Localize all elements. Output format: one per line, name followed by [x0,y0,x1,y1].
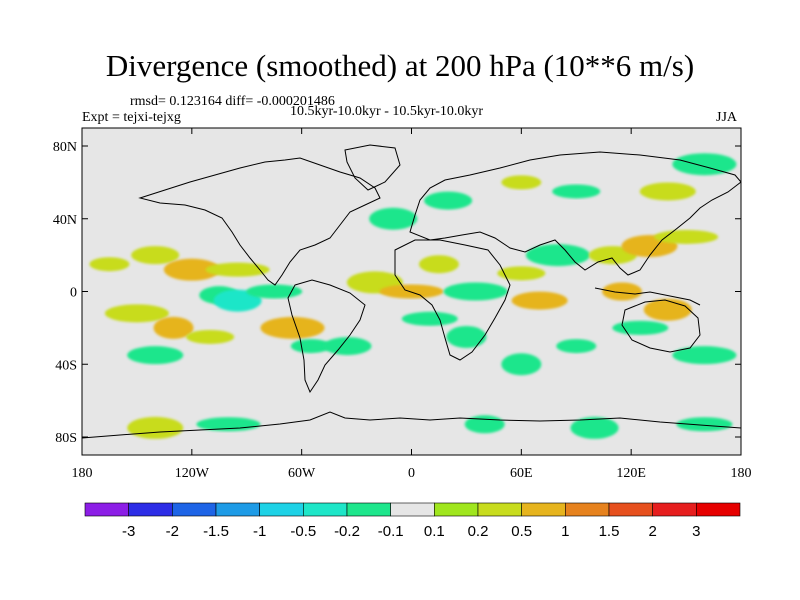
longitude-axis: 180 120W 60W 0 60E 120E 180 [72,128,752,481]
colorbar-label: 2 [648,523,656,540]
colorbar-swatch [390,502,435,517]
divergence-field-patch [186,329,235,344]
divergence-field-patch [418,255,459,274]
divergence-field-patch [639,182,696,201]
colorbar-label: -0.1 [378,523,404,540]
colorbar-label: -2 [166,523,179,540]
divergence-field-patch [501,353,542,376]
divergence-field-patch [446,325,487,348]
divergence-field-patch [131,246,180,265]
divergence-field-patch [654,229,719,244]
antarctica-coast [82,411,741,439]
colorbar-swatch [565,502,610,517]
divergence-field-patch [443,282,508,301]
colorbar-label: 3 [692,523,700,540]
lat-label: 40S [55,358,77,373]
field-layer [89,153,737,439]
divergence-field-patch [497,266,546,281]
divergence-field-patch [511,291,568,310]
colorbar-swatch [303,502,348,517]
divergence-field-patch [104,304,169,323]
divergence-field-patch [672,153,737,176]
season-label: JJA [716,110,738,125]
greenland-coast [344,144,401,191]
divergence-field-patch [602,282,643,301]
south-america-coast [287,279,366,394]
lon-label: 180 [72,466,93,481]
colorbar-swatch [652,502,697,517]
divergence-field-patch [323,337,372,356]
divergence-field-patch [643,298,692,321]
latitude-axis: 80N 40N 0 40S 80S [53,140,741,446]
divergence-field-patch [556,339,597,354]
colorbar-swatch [434,502,479,517]
divergence-field-patch [570,416,619,439]
divergence-field-patch [552,184,601,199]
period-label: 10.5kyr-10.0kyr - 10.5kyr-10.0kyr [290,104,484,119]
colorbar-label: -1.5 [203,523,229,540]
divergence-field-patch [127,346,184,365]
indonesia-coast [594,287,701,306]
colorbar-swatch [477,502,522,517]
divergence-field-patch [163,258,220,281]
divergence-field-patch [612,320,669,335]
colorbar-label: -0.2 [334,523,360,540]
divergence-field-patch [196,417,261,432]
divergence-field-patch [369,207,418,230]
experiment-label: Expt = tejxi-tejxg [82,110,181,125]
divergence-field-patch [89,257,130,272]
lon-label: 60W [288,466,316,481]
colorbar-label: 0.1 [424,523,445,540]
lat-label: 80S [55,431,77,446]
colorbar-label: 0.2 [468,523,489,540]
divergence-field-patch [501,175,542,190]
colorbar-swatch [215,502,260,517]
rmsd-diff-stats: rmsd= 0.123164 diff= -0.000201486 [130,94,335,109]
divergence-field-patch [464,415,505,434]
divergence-field-patch [424,191,473,210]
colorbar: -3 -2 -1.5 -1 -0.5 -0.2 -0.1 0.1 0.2 0.5 1 1.5 2 3 [84,502,741,540]
lat-label: 0 [70,286,77,301]
divergence-field-patch [379,284,444,299]
divergence-field-patch [672,346,737,365]
colorbar-swatch [608,502,653,517]
divergence-field-patch [153,316,194,339]
divergence-field-patch [213,289,262,312]
divergence-field-patch [205,262,270,277]
divergence-field-patch [127,416,184,439]
lon-label: 60E [510,466,533,481]
coastlines [82,144,741,439]
colorbar-label: -1 [253,523,266,540]
north-america-coast [138,157,381,286]
lon-label: 120W [175,466,210,481]
colorbar-swatch [259,502,304,517]
divergence-field-patch [260,316,325,339]
colorbar-label: 1 [561,523,569,540]
colorbar-label: -3 [122,523,135,540]
colorbar-label: -0.5 [290,523,316,540]
lat-label: 40N [53,213,77,228]
divergence-field-patch [676,417,733,432]
lat-label: 80N [53,140,77,155]
colorbar-swatch [346,502,391,517]
lon-label: 180 [731,466,752,481]
colorbar-swatch [128,502,173,517]
divergence-field-patch [246,284,303,299]
colorbar-label: 0.5 [511,523,532,540]
colorbar-swatch [696,502,741,517]
colorbar-label: 1.5 [599,523,620,540]
plot-title: Divergence (smoothed) at 200 hPa (10**6 … [105,48,695,83]
australia-coast [621,299,701,353]
eurasia-coast [409,151,741,276]
divergence-field-patch [401,311,458,326]
lon-label: 120E [616,466,646,481]
lon-label: 0 [408,466,415,481]
colorbar-swatch [84,502,129,517]
colorbar-swatch [172,502,217,517]
colorbar-swatch [521,502,566,517]
africa-coast [394,239,511,361]
